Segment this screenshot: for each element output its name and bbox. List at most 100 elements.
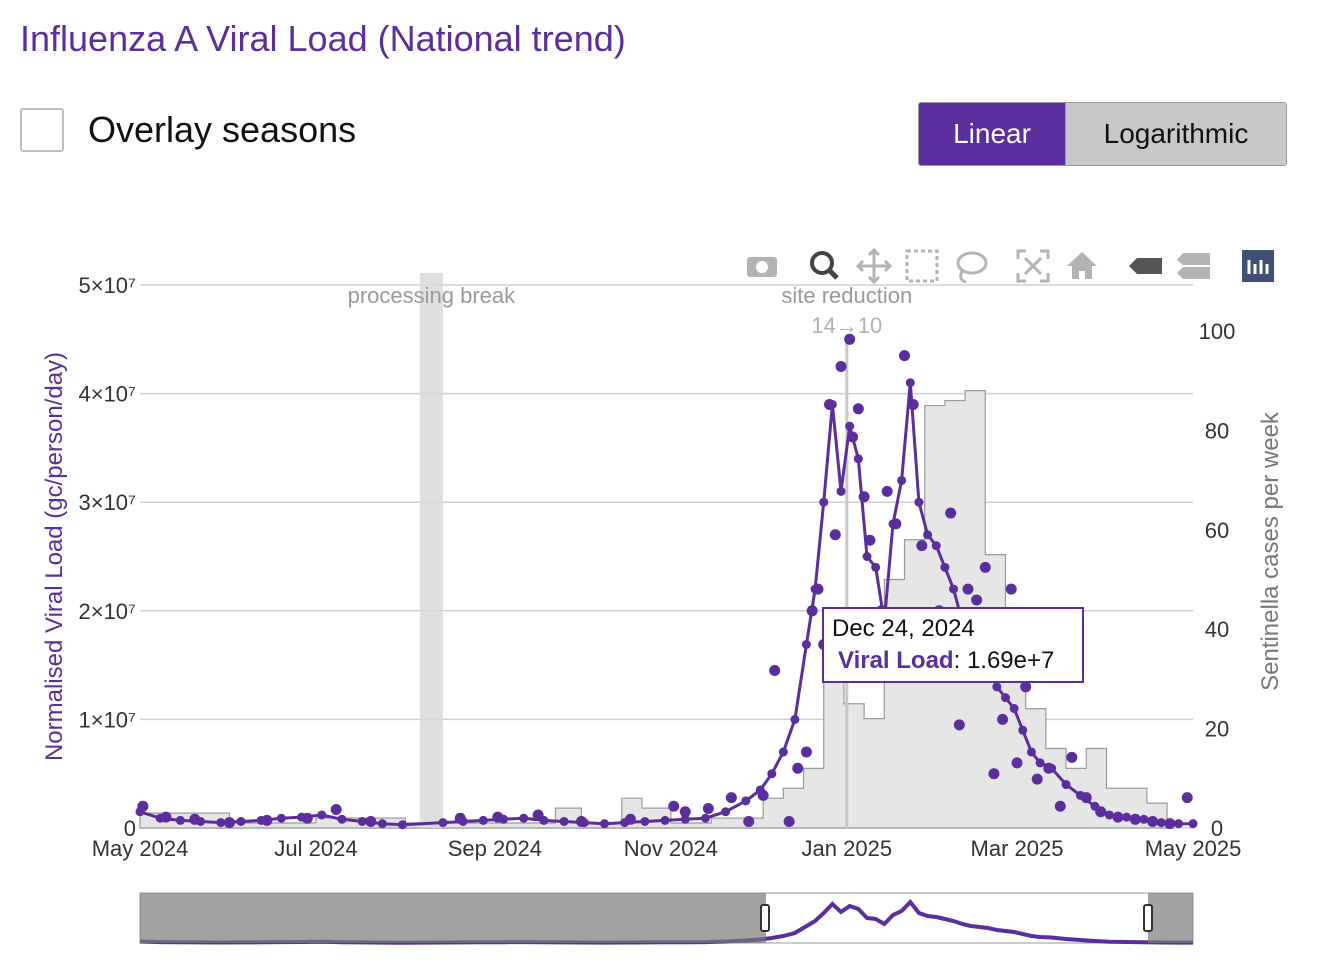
- pan-icon[interactable]: [855, 247, 893, 285]
- viral-load-point: [679, 806, 691, 818]
- hover-compare-shape: [1177, 253, 1210, 279]
- viral-load-point: [1075, 790, 1085, 800]
- viral-load-point: [897, 475, 907, 485]
- viral-load-point: [276, 813, 286, 823]
- viral-load-point: [1104, 810, 1114, 820]
- hover-compare-icon[interactable]: [1177, 253, 1210, 279]
- viral-load-point: [668, 800, 680, 812]
- viral-load-point: [1018, 725, 1028, 735]
- linear-scale-button[interactable]: Linear: [919, 103, 1065, 165]
- camera-icon[interactable]: [747, 257, 777, 277]
- viral-load-point: [819, 497, 829, 507]
- viral-load-point: [1009, 704, 1019, 714]
- scale-toggle: Linear Logarithmic: [918, 102, 1287, 166]
- viral-load-point: [907, 398, 919, 410]
- range-slider-mask-right: [1148, 893, 1193, 943]
- y2-tick-label: 80: [1205, 418, 1229, 443]
- tooltip-value: 1.69e+7: [966, 647, 1055, 674]
- viral-load-point: [997, 713, 1009, 725]
- viral-load-point: [755, 785, 765, 795]
- y2-tick-label: 0: [1211, 816, 1223, 841]
- y2-tick-label: 40: [1205, 617, 1229, 642]
- tooltip-date: Dec 24, 2024: [832, 615, 975, 642]
- viral-load-point: [871, 562, 881, 572]
- viral-load-point: [337, 814, 347, 824]
- viral-load-point: [458, 816, 468, 826]
- plotly-logo-bg: [1242, 250, 1274, 282]
- hover-tooltip: Dec 24, 2024 Viral Load: 1.69e+7: [822, 607, 1084, 683]
- viral-load-point: [992, 682, 1002, 692]
- y2-tick-label: 20: [1205, 717, 1229, 742]
- viral-load-point: [256, 815, 266, 825]
- viral-load-point: [357, 816, 367, 826]
- viral-load-point: [810, 584, 820, 594]
- viral-load-point: [864, 534, 876, 546]
- camera-lens: [756, 261, 768, 273]
- viral-load-point: [1139, 814, 1149, 824]
- range-slider-handle-right[interactable]: [1143, 904, 1153, 932]
- viral-load-point: [931, 541, 941, 551]
- viral-load-point: [1047, 763, 1057, 773]
- overlay-seasons-toggle[interactable]: Overlay seasons: [20, 108, 356, 152]
- viral-load-point: [962, 583, 974, 595]
- viral-load-point: [988, 768, 1000, 780]
- viral-load-point: [599, 819, 609, 829]
- viral-load-point: [914, 497, 924, 507]
- page-title: Influenza A Viral Load (National trend): [20, 18, 626, 59]
- viral-load-point: [899, 350, 911, 362]
- viral-load-point: [845, 421, 855, 431]
- viral-load-point: [680, 814, 690, 824]
- viral-load-point: [438, 818, 448, 828]
- viral-load-point: [135, 807, 145, 817]
- viral-load-point: [844, 333, 856, 345]
- y-tick-label: 3×10⁷: [78, 490, 136, 515]
- processing-break-label: processing break: [348, 283, 517, 308]
- y2-tick-label: 100: [1199, 319, 1236, 344]
- viral-load-point: [767, 769, 777, 779]
- viral-load-line: [139, 381, 1193, 827]
- autoscale-shape: [1016, 249, 1050, 283]
- viral-load-point: [196, 816, 206, 826]
- overlay-seasons-checkbox[interactable]: [20, 108, 64, 152]
- x-tick-label: Sep 2024: [448, 836, 542, 861]
- hover-closest-icon[interactable]: [1129, 258, 1162, 274]
- x-tick-label: May 2025: [1145, 836, 1242, 861]
- y-axis-title: Normalised Viral Load (gc/person/day): [41, 352, 68, 761]
- viral-load-point: [216, 818, 226, 828]
- y-tick-label: 1×10⁷: [78, 707, 136, 732]
- viral-load-point: [916, 540, 928, 552]
- autoscale-icon[interactable]: [1016, 249, 1050, 283]
- viral-load-point: [365, 815, 377, 827]
- overlay-seasons-label: Overlay seasons: [88, 109, 357, 150]
- hover-closest-shape: [1129, 258, 1162, 274]
- viral-load-point: [725, 792, 737, 804]
- home-shape: [1067, 252, 1097, 279]
- viral-load-point: [858, 491, 870, 503]
- viral-load-point: [1011, 757, 1023, 769]
- viral-load-point: [790, 714, 800, 724]
- viral-load-point: [1112, 811, 1124, 823]
- viral-load-point: [1054, 800, 1066, 812]
- viral-load-point: [881, 485, 893, 497]
- site-reduction-sublabel: 14→10: [811, 313, 882, 338]
- viral-load-point: [888, 519, 898, 529]
- plotly-logo-icon[interactable]: [1242, 250, 1274, 282]
- viral-load-chart[interactable]: processing break site reduction 14→10 0 1×10…: [0, 230, 1320, 970]
- x-tick-label: Jul 2024: [274, 836, 357, 861]
- viral-load-point: [1031, 773, 1043, 785]
- tooltip-key: Viral Load: [838, 647, 954, 674]
- viral-load-point: [847, 431, 859, 443]
- box-select-icon[interactable]: [905, 249, 939, 283]
- viral-load-point: [783, 815, 795, 827]
- logarithmic-scale-button[interactable]: Logarithmic: [1065, 103, 1286, 165]
- viral-load-point: [1020, 681, 1032, 693]
- zoom-icon[interactable]: [810, 251, 839, 280]
- range-slider-handle-left[interactable]: [760, 904, 770, 932]
- y-tick-label: 5×10⁷: [78, 273, 136, 298]
- plotly-logo-bar: [1247, 260, 1251, 274]
- viral-load-point: [862, 552, 872, 561]
- lasso-icon[interactable]: [956, 251, 988, 284]
- home-icon[interactable]: [1067, 252, 1097, 279]
- viral-load-point: [852, 403, 864, 415]
- viral-load-point: [721, 807, 731, 817]
